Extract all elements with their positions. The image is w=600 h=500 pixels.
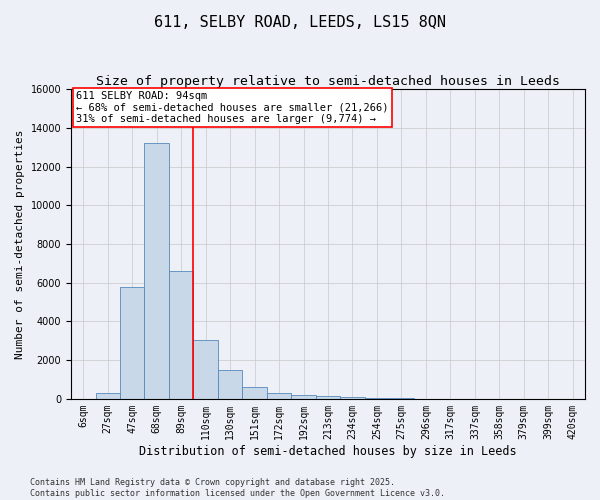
Bar (340, 397, 365, 399)
Bar (218, 370, 242, 399)
Bar (267, 393, 292, 399)
Bar (242, 387, 267, 399)
Bar (292, 394, 316, 399)
Bar (145, 144, 169, 399)
Bar (316, 396, 340, 399)
Text: Contains HM Land Registry data © Crown copyright and database right 2025.
Contai: Contains HM Land Registry data © Crown c… (30, 478, 445, 498)
Bar (193, 340, 218, 399)
Bar (95, 393, 120, 399)
Bar (365, 398, 389, 399)
Text: 611, SELBY ROAD, LEEDS, LS15 8QN: 611, SELBY ROAD, LEEDS, LS15 8QN (154, 15, 446, 30)
Text: 611 SELBY ROAD: 94sqm
← 68% of semi-detached houses are smaller (21,266)
31% of : 611 SELBY ROAD: 94sqm ← 68% of semi-deta… (76, 90, 389, 124)
Title: Size of property relative to semi-detached houses in Leeds: Size of property relative to semi-detach… (96, 75, 560, 88)
Bar (169, 271, 193, 399)
X-axis label: Distribution of semi-detached houses by size in Leeds: Distribution of semi-detached houses by … (139, 444, 517, 458)
Bar (120, 286, 145, 399)
Y-axis label: Number of semi-detached properties: Number of semi-detached properties (15, 129, 25, 359)
